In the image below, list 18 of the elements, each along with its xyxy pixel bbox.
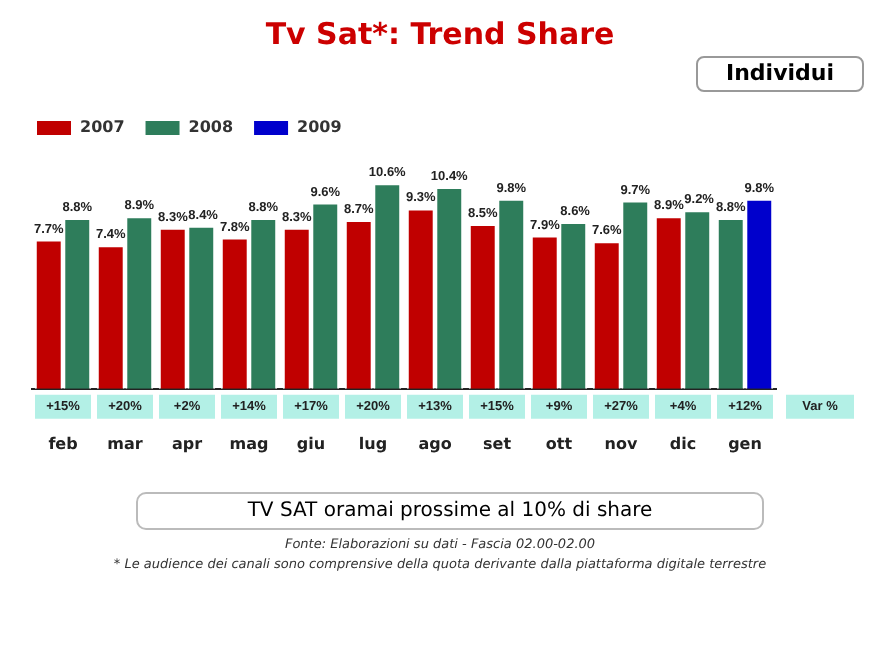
x-tick-label: ott [545, 434, 573, 453]
x-tick-label: dic [669, 434, 697, 453]
x-tick-label: lug [358, 434, 388, 453]
x-tick-label: feb [48, 434, 79, 453]
x-tick-label: ago [418, 434, 453, 453]
text: TV SAT oramai prossime al 10% di share [136, 492, 764, 530]
x-tick-label: giu [296, 434, 326, 453]
x-tick-label: mar [107, 434, 143, 453]
x-tick-label: mag [229, 434, 269, 453]
legend-label: 2009 [297, 118, 343, 137]
x-tick-label: gen [728, 434, 763, 453]
chart-subtitle: Individui [696, 56, 864, 92]
x-tick-label: set [482, 434, 512, 453]
x-tick-label: nov [604, 434, 639, 453]
legend-label: 2008 [188, 118, 234, 137]
chart-title: Tv Sat*: Trend Share [263, 16, 617, 56]
x-tick-label: apr [171, 434, 203, 453]
legend-label: 2007 [80, 118, 125, 137]
